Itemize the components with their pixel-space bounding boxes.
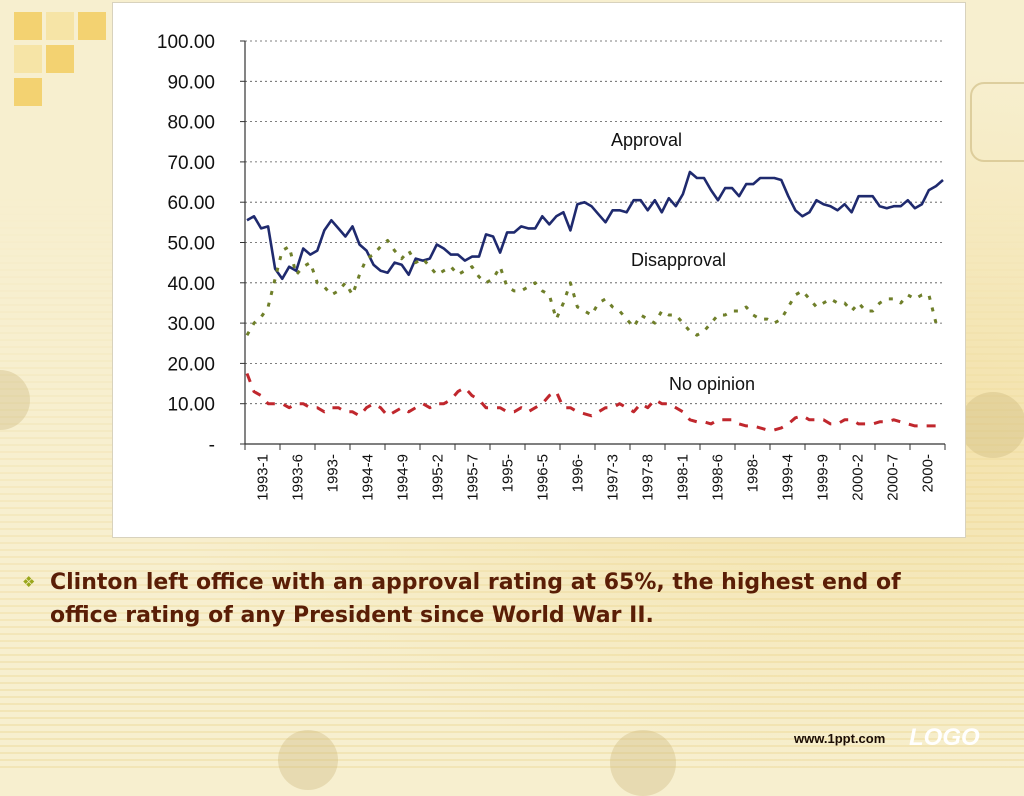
series-line-approval: [246, 170, 944, 281]
y-tick-label: 30.00: [167, 314, 215, 335]
y-tick-label: 20.00: [167, 354, 215, 375]
x-tick-label: 2000-7: [885, 454, 902, 501]
x-tick-label: 1993-6: [290, 454, 307, 501]
x-tick-label: 1995-2: [430, 454, 447, 501]
y-tick-label: 90.00: [167, 72, 215, 93]
bullet-point: ❖ Clinton left office with an approval r…: [22, 566, 982, 632]
decorative-frame: [970, 82, 1024, 162]
decorative-circle: [610, 730, 676, 796]
x-tick-label: 1995-7: [465, 454, 482, 501]
x-tick-label: 1996-: [570, 454, 587, 492]
y-tick-label: 70.00: [167, 153, 215, 174]
x-tick-label: 1998-: [745, 454, 762, 492]
chart-panel: - 10.00 20.00 30.00 40.00 50.00 60.00 70.00 80.0…: [112, 2, 966, 538]
y-tick-label: 50.00: [167, 234, 215, 255]
x-tick-label: 1997-3: [605, 454, 622, 501]
approval-rating-chart: - 10.00 20.00 30.00 40.00 50.00 60.00 70.00 80.0…: [157, 32, 946, 501]
annotation-label: Disapproval: [631, 250, 726, 270]
series-line-disapproval: [245, 239, 944, 337]
x-tick-label: 1998-6: [710, 454, 727, 501]
y-tick-label: 100.00: [157, 32, 215, 53]
decorative-circle: [278, 730, 338, 790]
x-tick-label: 1994-9: [395, 454, 412, 501]
y-tick-label: 60.00: [167, 193, 215, 214]
annotation-label: Approval: [611, 130, 682, 150]
x-tick-label: 1997-8: [640, 454, 657, 501]
bullet-text: Clinton left office with an approval rat…: [50, 570, 901, 628]
logo: LOGO: [909, 724, 980, 751]
x-tick-label: 1993-1: [255, 454, 272, 501]
series-line-no-opinion: [245, 372, 943, 432]
x-tick-label: 1994-4: [360, 454, 377, 501]
x-tick-label: 1999-4: [780, 454, 797, 501]
y-tick-label: 10.00: [167, 395, 215, 416]
x-tick-label: 1993-: [325, 454, 342, 492]
x-tick-label: 1999-9: [815, 454, 832, 501]
x-tick-label: 1995-: [500, 454, 517, 492]
x-tick-label: 2000-: [920, 454, 937, 492]
y-tick-label: 80.00: [167, 113, 215, 134]
diamond-bullet-icon: ❖: [22, 573, 36, 591]
x-tick-label: 2000-2: [850, 454, 867, 501]
annotation-label: No opinion: [669, 374, 755, 394]
x-tick-label: 1998-1: [675, 454, 692, 501]
y-tick-label: -: [209, 435, 215, 456]
footer-url: www.1ppt.com: [794, 731, 886, 746]
decorative-circle: [960, 392, 1024, 458]
x-tick-label: 1996-5: [535, 454, 552, 501]
y-tick-label: 40.00: [167, 274, 215, 295]
